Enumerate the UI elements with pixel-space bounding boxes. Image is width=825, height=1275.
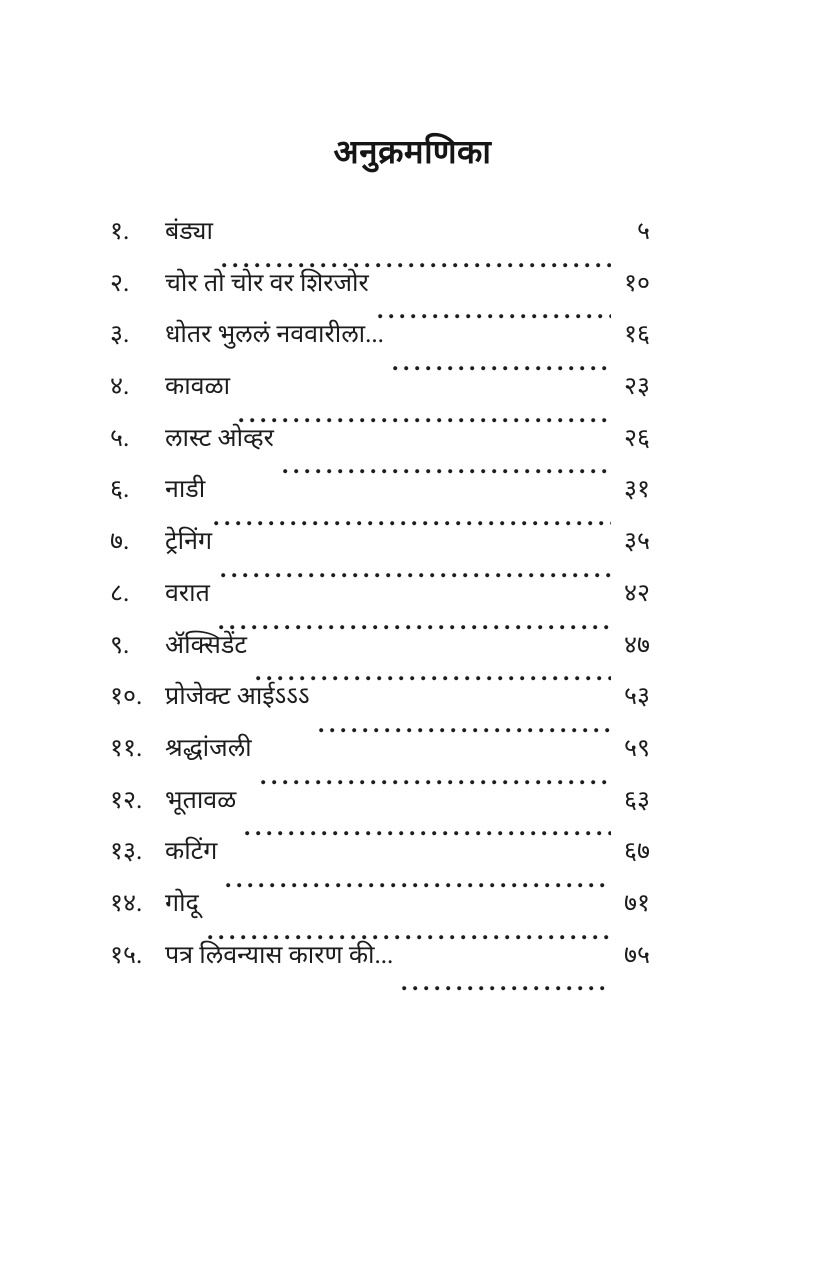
toc-entry-page: ३५	[623, 528, 650, 556]
toc-entry-number: ९.	[110, 631, 130, 659]
toc-entry-number: ७.	[110, 528, 130, 556]
toc-row: २. चोर तो चोर वर शिरजोर १०	[110, 271, 650, 323]
toc-entry-title: प्रोजेक्ट आईऽऽऽ	[165, 683, 310, 711]
toc-entry-page: ५३	[623, 683, 650, 711]
toc-entry-page: ५९	[623, 734, 650, 762]
toc-entry-number: १०.	[110, 683, 143, 711]
dot-leader	[255, 676, 611, 682]
dot-leader	[214, 521, 611, 527]
toc-entry-number: १.	[110, 218, 130, 245]
toc-entry-number: ६.	[110, 476, 130, 504]
toc-entry-number: ३.	[110, 321, 130, 349]
toc-entry-title: नाडी	[165, 476, 206, 504]
toc-entry-page: ७५	[623, 941, 650, 969]
dot-leader	[245, 831, 611, 837]
toc-entry-title: कावळा	[165, 373, 231, 401]
toc-entry-title: भूतावळ	[165, 786, 237, 814]
toc-entry-number: १४.	[110, 889, 143, 917]
toc-row: ४. कावळा २३	[110, 374, 650, 426]
toc-entry-title: ॲक्सिडेंट	[165, 631, 247, 659]
toc-entry-page: ५	[636, 218, 650, 245]
dot-leader	[226, 882, 611, 888]
toc-entry-title: पत्र लिवन्यास कारण की...	[165, 941, 394, 969]
toc-row: ३. धोतर भुललं नववारीला... १६	[110, 322, 650, 374]
toc-entry-page: ३१	[623, 476, 650, 504]
dot-leader	[318, 727, 611, 733]
toc-entry-title: लास्ट ओव्हर	[165, 424, 274, 452]
toc-entry-page: २३	[623, 373, 650, 401]
dot-leader	[260, 779, 611, 785]
toc-entry-number: १३.	[110, 838, 143, 866]
toc-entry-number: ११.	[110, 734, 143, 762]
toc-entry-page: ६७	[623, 838, 650, 866]
dot-leader	[402, 986, 611, 992]
toc-entry-number: ५.	[110, 424, 130, 452]
toc-entry-title: धोतर भुललं नववारीला...	[165, 321, 384, 349]
toc-row: १२. भूतावळ ६३	[110, 788, 650, 840]
toc-entry-title: कटिंग	[165, 838, 218, 866]
toc-entry-title: वरात	[165, 579, 210, 607]
toc-entry-title: ट्रेनिंग	[165, 528, 213, 556]
dot-leader	[239, 417, 611, 423]
dot-leader	[218, 624, 611, 630]
toc-list: १. बंड्या ५ २. चोर तो चोर वर शिरजोर १० ३…	[110, 219, 650, 994]
toc-row: १. बंड्या ५	[110, 219, 650, 271]
toc-row: १५. पत्र लिवन्यास कारण की... ७५	[110, 943, 650, 995]
toc-row: ९. ॲक्सिडेंट ४७	[110, 633, 650, 685]
toc-entry-title: गोदू	[165, 889, 199, 917]
toc-entry-number: १२.	[110, 786, 143, 814]
toc-entry-page: २६	[623, 424, 650, 452]
dot-leader	[377, 314, 611, 320]
toc-row: ५. लास्ट ओव्हर २६	[110, 426, 650, 478]
dot-leader	[221, 262, 611, 268]
dot-leader	[282, 469, 611, 475]
toc-row: १०. प्रोजेक्ट आईऽऽऽ ५३	[110, 684, 650, 736]
toc-entry-title: चोर तो चोर वर शिरजोर	[165, 269, 369, 297]
toc-entry-number: ४.	[110, 373, 130, 401]
toc-entry-title: श्रद्धांजली	[165, 734, 252, 762]
toc-entry-number: १५.	[110, 941, 143, 969]
toc-entry-page: १६	[623, 321, 650, 349]
toc-row: ७. ट्रेनिंग ३५	[110, 529, 650, 581]
toc-entry-title: बंड्या	[165, 218, 213, 245]
page-title: अनुक्रमणिका	[333, 135, 492, 171]
toc-entry-page: १०	[623, 269, 650, 297]
toc-entry-page: ७१	[623, 889, 650, 917]
toc-row: १३. कटिंग ६७	[110, 839, 650, 891]
dot-leader	[392, 366, 611, 372]
toc-row: ८. वरात ४२	[110, 581, 650, 633]
dot-leader	[207, 934, 611, 940]
toc-entry-number: २.	[110, 269, 130, 297]
toc-row: १४. गोदू ७१	[110, 891, 650, 943]
toc-entry-page: ४७	[623, 631, 650, 659]
toc-entry-number: ८.	[110, 579, 130, 607]
dot-leader	[221, 572, 611, 578]
toc-row: ११. श्रद्धांजली ५९	[110, 736, 650, 788]
toc-row: ६. नाडी ३१	[110, 477, 650, 529]
toc-entry-page: ४२	[623, 579, 650, 607]
toc-entry-page: ६३	[623, 786, 650, 814]
